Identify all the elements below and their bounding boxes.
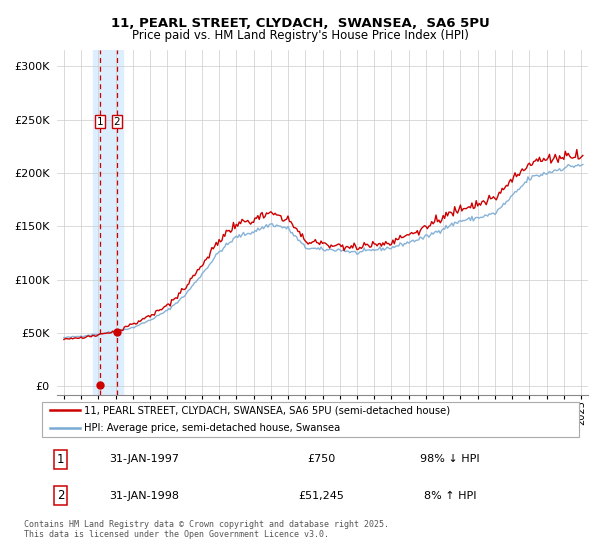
Text: 11, PEARL STREET, CLYDACH,  SWANSEA,  SA6 5PU: 11, PEARL STREET, CLYDACH, SWANSEA, SA6 … — [110, 17, 490, 30]
Text: 1: 1 — [97, 117, 103, 127]
Text: 8% ↑ HPI: 8% ↑ HPI — [424, 491, 476, 501]
Text: 31-JAN-1998: 31-JAN-1998 — [109, 491, 179, 501]
FancyBboxPatch shape — [42, 402, 579, 437]
Text: 98% ↓ HPI: 98% ↓ HPI — [421, 454, 480, 464]
Text: HPI: Average price, semi-detached house, Swansea: HPI: Average price, semi-detached house,… — [84, 423, 340, 433]
Bar — [93, 50, 122, 395]
Text: £51,245: £51,245 — [298, 491, 344, 501]
Text: 2: 2 — [57, 489, 65, 502]
Text: 31-JAN-1997: 31-JAN-1997 — [109, 454, 179, 464]
Text: 2: 2 — [113, 117, 121, 127]
Text: 1: 1 — [57, 452, 65, 466]
Text: 11, PEARL STREET, CLYDACH, SWANSEA, SA6 5PU (semi-detached house): 11, PEARL STREET, CLYDACH, SWANSEA, SA6 … — [84, 405, 450, 416]
Text: £750: £750 — [307, 454, 335, 464]
Text: Price paid vs. HM Land Registry's House Price Index (HPI): Price paid vs. HM Land Registry's House … — [131, 29, 469, 42]
Text: Contains HM Land Registry data © Crown copyright and database right 2025.
This d: Contains HM Land Registry data © Crown c… — [24, 520, 389, 539]
